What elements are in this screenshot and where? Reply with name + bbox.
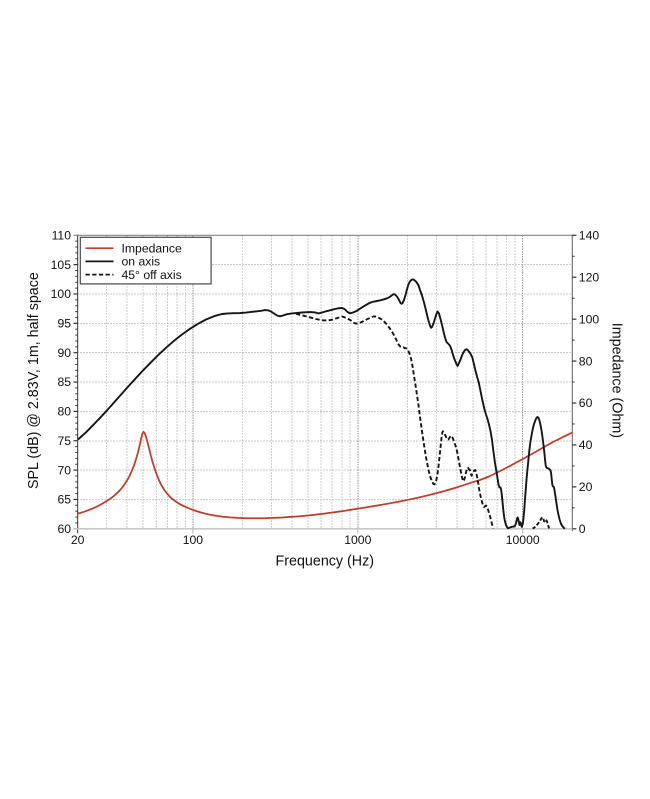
svg-text:80: 80 bbox=[57, 405, 71, 419]
svg-text:95: 95 bbox=[57, 317, 71, 331]
svg-text:100: 100 bbox=[51, 287, 72, 301]
svg-text:Frequency (Hz): Frequency (Hz) bbox=[276, 554, 375, 570]
svg-text:75: 75 bbox=[57, 434, 71, 448]
svg-text:20: 20 bbox=[579, 480, 593, 494]
svg-text:140: 140 bbox=[579, 229, 600, 243]
svg-text:Impedance: Impedance bbox=[122, 241, 183, 255]
svg-text:100: 100 bbox=[183, 533, 204, 547]
svg-text:on axis: on axis bbox=[122, 255, 161, 269]
svg-text:40: 40 bbox=[579, 438, 593, 452]
svg-text:Impedance (Ohm): Impedance (Ohm) bbox=[609, 323, 625, 438]
svg-text:105: 105 bbox=[51, 258, 72, 272]
svg-text:10000: 10000 bbox=[506, 533, 540, 547]
svg-text:20: 20 bbox=[71, 533, 85, 547]
svg-text:110: 110 bbox=[52, 229, 72, 243]
svg-text:60: 60 bbox=[57, 522, 71, 536]
svg-text:70: 70 bbox=[57, 463, 71, 477]
svg-text:120: 120 bbox=[579, 270, 600, 284]
svg-text:1000: 1000 bbox=[344, 533, 371, 547]
svg-text:80: 80 bbox=[579, 354, 593, 368]
svg-text:60: 60 bbox=[579, 396, 593, 410]
svg-text:90: 90 bbox=[57, 346, 71, 360]
svg-text:0: 0 bbox=[579, 522, 586, 536]
svg-text:SPL (dB) @ 2.83V, 1m, half spa: SPL (dB) @ 2.83V, 1m, half space bbox=[26, 272, 42, 489]
svg-text:85: 85 bbox=[57, 375, 71, 389]
svg-text:100: 100 bbox=[579, 312, 600, 326]
svg-text:45° off axis: 45° off axis bbox=[122, 268, 182, 282]
svg-text:65: 65 bbox=[57, 493, 71, 507]
